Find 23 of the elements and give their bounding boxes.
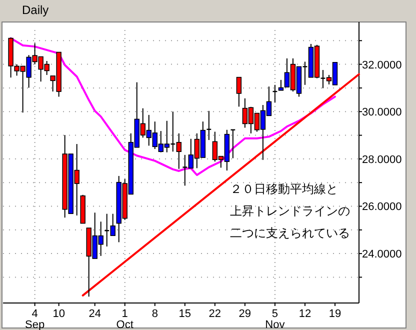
y-tick-label: 32.0000 (362, 59, 402, 72)
x-tick-label: 12 (298, 308, 312, 320)
candlestick (236, 76, 242, 108)
y-tick-label: 28.0000 (362, 154, 402, 166)
chart-title: Daily (22, 3, 49, 17)
annotation: ２０日移動平均線と (230, 182, 338, 196)
annotation: 上昇トレンドラインの (230, 204, 350, 218)
y-tick-label: 26.0000 (362, 201, 402, 214)
x-tick-label: 15 (178, 308, 192, 320)
x-tick-label: 29 (238, 308, 252, 320)
x-tick-label: 4 Sep (25, 308, 45, 330)
annotation: 二つに支えられている (230, 226, 350, 240)
x-tick-label: 1 Oct (116, 308, 134, 330)
x-tick-label: 5 Nov (265, 308, 286, 330)
x-tick-label: 19 (328, 308, 342, 320)
x-tick-label: 8 (152, 308, 158, 320)
line-series (10, 37, 336, 176)
y-tick-label: 24.0000 (362, 248, 402, 261)
x-tick-label: 22 (208, 308, 222, 320)
y-tick-label: 30.0000 (362, 106, 402, 119)
x-tick-label: 10 (52, 308, 65, 320)
x-tick-label: 24 (88, 308, 101, 320)
candlestick (230, 129, 236, 159)
